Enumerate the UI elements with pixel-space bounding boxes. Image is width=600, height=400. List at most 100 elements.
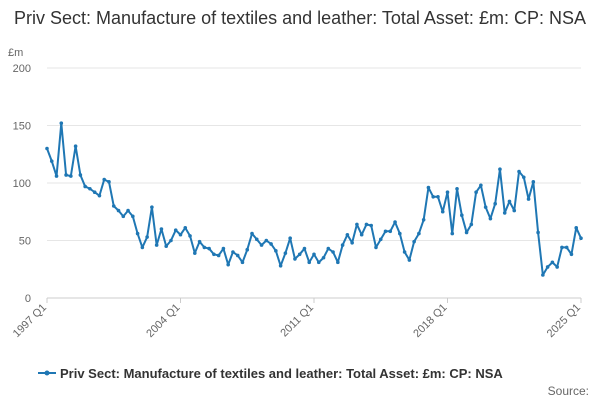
data-point[interactable] (45, 146, 49, 151)
data-point[interactable] (221, 246, 226, 251)
data-point[interactable] (92, 190, 97, 194)
data-point[interactable] (254, 237, 259, 242)
data-point[interactable] (131, 214, 135, 219)
data-point[interactable] (235, 253, 240, 258)
data-point[interactable] (312, 252, 316, 257)
data-point[interactable] (579, 236, 583, 240)
data-point[interactable] (464, 230, 469, 235)
data-point[interactable] (178, 232, 183, 237)
data-point[interactable] (159, 227, 164, 231)
data-point[interactable] (207, 246, 211, 251)
data-point[interactable] (121, 214, 126, 219)
data-point[interactable] (340, 243, 345, 247)
data-point[interactable] (278, 264, 283, 268)
data-point[interactable] (69, 174, 73, 178)
data-point[interactable] (336, 260, 340, 265)
data-point[interactable] (402, 250, 407, 254)
data-point[interactable] (293, 257, 297, 261)
data-point[interactable] (479, 183, 483, 188)
data-point[interactable] (393, 220, 397, 224)
data-point[interactable] (316, 260, 321, 265)
data-point[interactable] (111, 204, 116, 208)
data-point[interactable] (78, 173, 83, 177)
data-point[interactable] (450, 231, 455, 236)
data-point[interactable] (374, 245, 378, 250)
data-point[interactable] (407, 258, 412, 262)
data-point[interactable] (188, 234, 192, 238)
data-point[interactable] (431, 195, 435, 199)
data-point[interactable] (321, 255, 326, 260)
data-point[interactable] (102, 177, 107, 182)
data-point[interactable] (488, 216, 493, 221)
data-point[interactable] (369, 223, 374, 228)
data-point[interactable] (460, 213, 464, 217)
data-point[interactable] (421, 218, 426, 222)
data-point[interactable] (512, 208, 517, 213)
legend[interactable]: Priv Sect: Manufacture of textiles and l… (38, 366, 503, 381)
data-point[interactable] (202, 245, 207, 250)
data-point[interactable] (269, 242, 273, 246)
data-point[interactable] (126, 208, 130, 213)
data-point[interactable] (378, 237, 383, 242)
data-point[interactable] (536, 230, 540, 235)
data-point[interactable] (264, 238, 269, 243)
data-point[interactable] (164, 244, 168, 249)
data-point[interactable] (355, 222, 359, 227)
data-point[interactable] (64, 173, 68, 177)
data-point[interactable] (231, 250, 235, 254)
data-point[interactable] (507, 199, 512, 204)
data-point[interactable] (154, 243, 159, 247)
data-point[interactable] (302, 246, 307, 251)
data-point[interactable] (116, 208, 121, 213)
data-point[interactable] (350, 241, 354, 245)
data-point[interactable] (574, 226, 579, 230)
data-point[interactable] (140, 245, 145, 250)
data-point[interactable] (440, 209, 445, 214)
data-point[interactable] (359, 232, 364, 237)
data-point[interactable] (88, 186, 92, 191)
data-point[interactable] (555, 265, 559, 269)
data-point[interactable] (169, 238, 173, 243)
data-point[interactable] (541, 273, 545, 277)
data-point[interactable] (412, 239, 416, 244)
data-point[interactable] (145, 235, 149, 239)
data-point[interactable] (54, 174, 59, 178)
data-point[interactable] (49, 159, 54, 163)
data-point[interactable] (569, 252, 574, 257)
data-point[interactable] (83, 184, 87, 189)
data-point[interactable] (173, 228, 178, 232)
data-point[interactable] (288, 236, 292, 240)
data-point[interactable] (436, 195, 440, 199)
data-point[interactable] (426, 185, 431, 190)
data-point[interactable] (259, 243, 264, 247)
data-point[interactable] (455, 186, 459, 191)
data-point[interactable] (517, 169, 521, 174)
data-point[interactable] (483, 205, 488, 209)
data-point[interactable] (545, 265, 550, 269)
data-point[interactable] (245, 247, 250, 252)
data-point[interactable] (135, 231, 140, 236)
data-point[interactable] (469, 222, 474, 227)
data-point[interactable] (502, 211, 507, 215)
data-point[interactable] (283, 251, 288, 255)
data-point[interactable] (212, 252, 216, 257)
data-point[interactable] (388, 229, 393, 234)
data-point[interactable] (183, 226, 188, 230)
data-point[interactable] (197, 239, 202, 244)
data-point[interactable] (474, 190, 478, 194)
data-point[interactable] (560, 245, 564, 250)
data-point[interactable] (97, 193, 102, 198)
data-point[interactable] (216, 253, 221, 258)
data-point[interactable] (493, 201, 497, 206)
data-point[interactable] (274, 249, 278, 253)
data-point[interactable] (564, 245, 569, 250)
data-point[interactable] (250, 231, 254, 236)
data-point[interactable] (73, 144, 78, 148)
data-point[interactable] (107, 180, 111, 184)
data-point[interactable] (383, 229, 388, 234)
data-point[interactable] (417, 231, 421, 236)
data-point[interactable] (297, 252, 302, 257)
data-point[interactable] (526, 197, 531, 201)
data-point[interactable] (445, 190, 450, 194)
data-point[interactable] (307, 260, 312, 265)
